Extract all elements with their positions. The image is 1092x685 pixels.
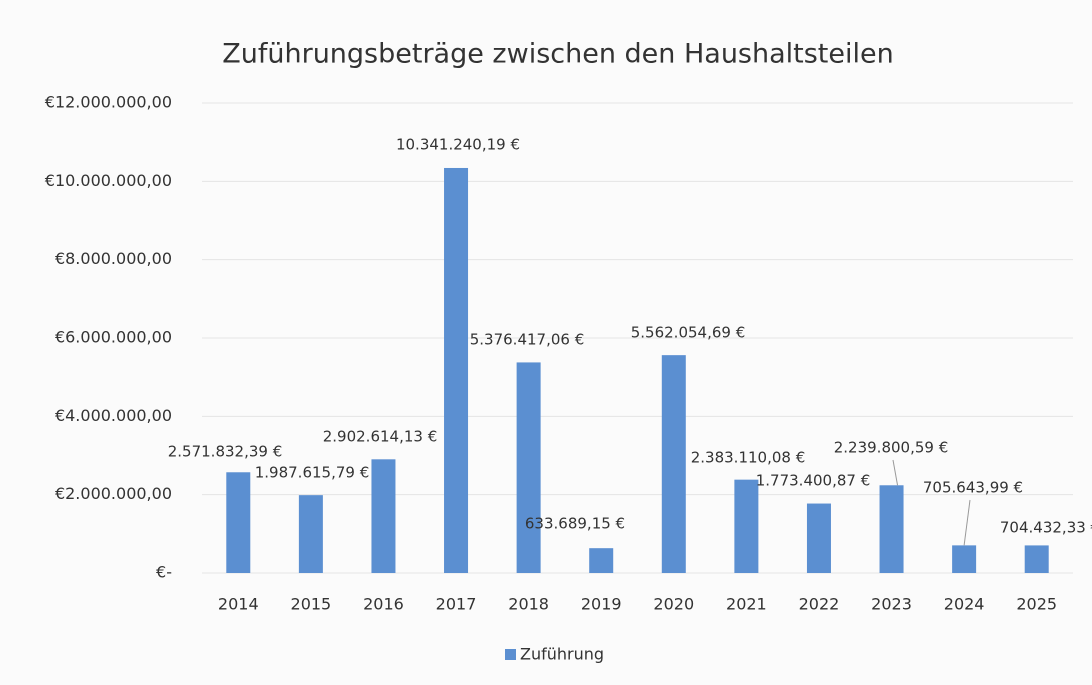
y-tick-label: €-	[156, 563, 172, 582]
bar	[371, 459, 396, 573]
leader-line	[892, 459, 899, 486]
y-tick-label: €6.000.000,00	[55, 328, 172, 347]
x-tick-label: 2021	[726, 595, 767, 614]
data-label: 2.383.110,08 €	[691, 449, 806, 467]
x-tick-label: 2024	[944, 595, 985, 614]
data-label: 704.432,33 €	[1000, 519, 1092, 537]
bar	[734, 479, 759, 573]
y-tick-label: €12.000.000,00	[45, 93, 172, 112]
bar	[661, 355, 686, 573]
bar	[516, 362, 541, 573]
bar	[298, 495, 323, 573]
x-tick-label: 2023	[871, 595, 912, 614]
data-label: 2.571.832,39 €	[168, 443, 283, 461]
y-tick-label: €4.000.000,00	[55, 406, 172, 425]
bar	[444, 167, 469, 574]
x-tick-label: 2015	[291, 595, 332, 614]
x-tick-label: 2025	[1016, 595, 1057, 614]
x-tick-label: 2019	[581, 595, 622, 614]
legend-swatch	[505, 649, 516, 660]
bar	[879, 485, 904, 573]
data-label: 10.341.240,19 €	[396, 136, 520, 154]
y-tick-label: €8.000.000,00	[55, 249, 172, 268]
leader-line	[963, 499, 971, 546]
data-label: 5.562.054,69 €	[631, 324, 746, 342]
bar	[589, 548, 614, 573]
chart-title: Zuführungsbeträge zwischen den Haushalts…	[222, 39, 893, 70]
data-label: 705.643,99 €	[923, 479, 1023, 497]
data-label: 2.239.800,59 €	[834, 439, 949, 457]
bar	[1024, 545, 1049, 573]
bar	[952, 545, 977, 573]
x-tick-label: 2018	[508, 595, 549, 614]
data-label: 2.902.614,13 €	[323, 428, 438, 446]
bar	[226, 472, 251, 573]
y-tick-label: €10.000.000,00	[45, 171, 172, 190]
x-tick-label: 2016	[363, 595, 404, 614]
y-tick-label: €2.000.000,00	[55, 484, 172, 503]
data-label: 633.689,15 €	[525, 515, 625, 533]
data-label: 1.987.615,79 €	[255, 464, 370, 482]
data-label: 1.773.400,87 €	[756, 472, 871, 490]
x-tick-label: 2014	[218, 595, 259, 614]
x-tick-label: 2017	[436, 595, 477, 614]
data-label: 5.376.417,06 €	[470, 331, 585, 349]
x-tick-label: 2020	[653, 595, 694, 614]
bar	[806, 503, 831, 573]
legend-label: Zuführung	[520, 645, 604, 664]
x-tick-label: 2022	[799, 595, 840, 614]
